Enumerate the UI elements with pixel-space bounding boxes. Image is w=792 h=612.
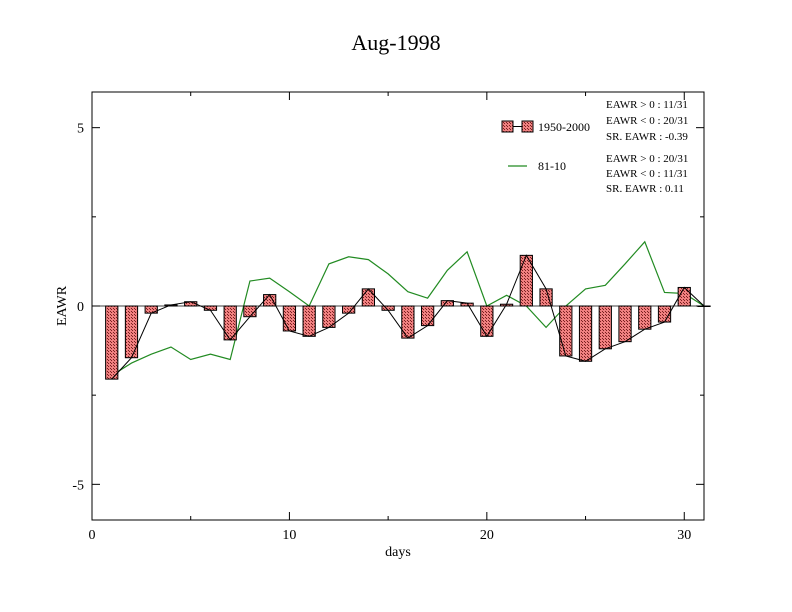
y-axis-label: EAWR <box>55 285 70 326</box>
bar <box>105 305 119 380</box>
bar <box>124 305 139 359</box>
bar <box>618 305 632 343</box>
legend-stat: EAWR < 0 : 11/31 <box>606 168 688 180</box>
legend-label: 1950-2000 <box>538 120 590 134</box>
x-tick-label: 20 <box>480 528 494 543</box>
bar <box>420 305 435 327</box>
legend: 1950-2000 81-10 EAWR > 0 : 11/31 EAWR < 0 :… <box>501 99 688 195</box>
bar <box>559 305 573 357</box>
legend-bar-swatch <box>501 120 514 133</box>
bar <box>361 288 376 307</box>
legend-stat: SR. EAWR : 0.11 <box>606 183 684 195</box>
legend-label: 81-10 <box>538 159 566 173</box>
series-1950-2000-line <box>111 254 705 380</box>
bar <box>638 305 652 330</box>
y-tick-label: 5 <box>77 122 84 137</box>
bar <box>144 305 158 314</box>
y-tick-label: -5 <box>72 478 84 493</box>
x-tick-label: 10 <box>282 528 296 543</box>
legend-stat: SR. EAWR : -0.39 <box>606 131 688 143</box>
bar <box>578 305 593 362</box>
bar <box>302 305 316 337</box>
legend-bar-swatch <box>521 120 534 133</box>
bar <box>401 305 415 339</box>
x-tick-label: 0 <box>89 528 96 543</box>
legend-stat: EAWR > 0 : 20/31 <box>606 153 688 165</box>
y-tick-label: 0 <box>77 300 84 315</box>
legend-stat: EAWR > 0 : 11/31 <box>606 99 688 111</box>
plot-area: 5 0 -5 0 10 20 30 <box>72 91 711 543</box>
series-81-10-line <box>111 240 705 377</box>
x-tick-label: 30 <box>677 528 691 543</box>
bar <box>342 305 356 314</box>
bar <box>677 286 691 307</box>
x-axis-label: days <box>385 545 411 560</box>
bar <box>697 305 711 307</box>
chart-title: Aug-1998 <box>351 30 440 55</box>
bar <box>598 305 612 350</box>
bar <box>480 305 494 337</box>
bar <box>263 294 277 307</box>
legend-stat: EAWR < 0 : 20/31 <box>606 115 688 127</box>
bar <box>282 305 297 332</box>
